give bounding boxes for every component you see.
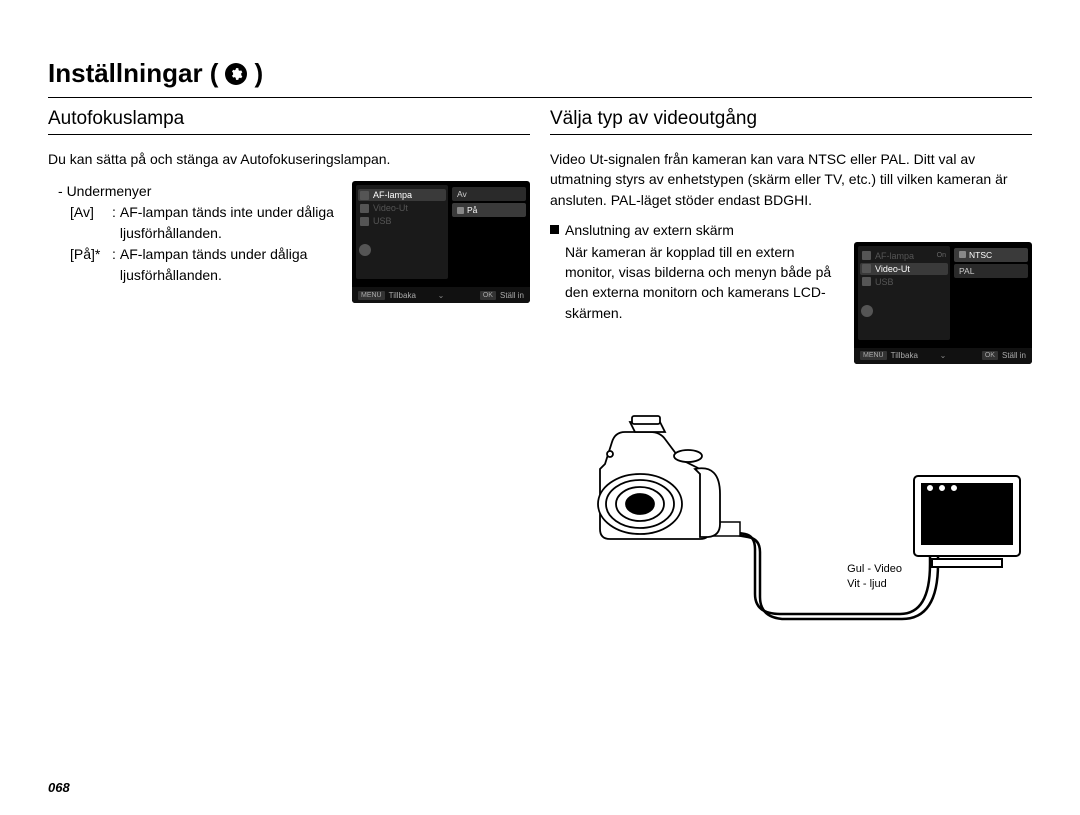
chevron-down-icon: ⌄ bbox=[438, 291, 445, 300]
ext-heading: Anslutning av extern skärm bbox=[550, 222, 1032, 238]
title-close: ) bbox=[254, 58, 263, 89]
connection-diagram: Gul - Video Vit - ljud bbox=[550, 414, 1032, 634]
camera-menu-screenshot-right: AF-lampaOn Video-Ut USB NTSC PAL MENUTil… bbox=[854, 242, 1032, 364]
submenu-block: - Undermenyer [Av] : AF-lampan tänds int… bbox=[48, 181, 338, 286]
square-bullet-icon bbox=[550, 225, 559, 234]
check-icon bbox=[959, 251, 966, 258]
submenu-key: [På]* bbox=[70, 244, 112, 286]
camera-menu-screenshot-left: AF-lampa Video-Ut USB Av På MENUTillbaka… bbox=[352, 181, 530, 303]
left-intro: Du kan sätta på och stänga av Autofokuse… bbox=[48, 149, 530, 169]
yellow-label: Gul - Video bbox=[847, 562, 902, 577]
submenu-item: [Av] : AF-lampan tänds inte under dåliga… bbox=[70, 202, 338, 244]
submenu-desc: AF-lampan tänds under dåliga ljusförhåll… bbox=[120, 244, 338, 286]
left-heading: Autofokuslampa bbox=[48, 108, 530, 135]
right-intro: Video Ut-signalen från kameran kan vara … bbox=[550, 149, 1032, 210]
chevron-down-icon: ⌄ bbox=[940, 351, 947, 360]
gear-icon bbox=[356, 241, 374, 259]
tv-icon bbox=[912, 474, 1022, 574]
submenu-label: Undermenyer bbox=[67, 183, 152, 199]
gear-icon bbox=[858, 302, 876, 320]
page-title: Inställningar ( ) bbox=[48, 58, 1032, 98]
camera-icon bbox=[570, 414, 750, 564]
gear-icon bbox=[225, 63, 247, 85]
cable-labels: Gul - Video Vit - ljud bbox=[847, 562, 902, 593]
white-label: Vit - ljud bbox=[847, 577, 902, 592]
submenu-item: [På]* : AF-lampan tänds under dåliga lju… bbox=[70, 244, 338, 286]
right-heading: Välja typ av videoutgång bbox=[550, 108, 1032, 135]
title-text: Inställningar ( bbox=[48, 58, 218, 89]
page-number: 068 bbox=[48, 780, 70, 795]
left-column: Autofokuslampa Du kan sätta på och stäng… bbox=[48, 108, 530, 634]
ext-body: När kameran är kopplad till en extern mo… bbox=[550, 242, 840, 323]
check-icon bbox=[457, 207, 464, 214]
submenu-key: [Av] bbox=[70, 202, 112, 244]
submenu-desc: AF-lampan tänds inte under dåliga ljusfö… bbox=[120, 202, 338, 244]
right-column: Välja typ av videoutgång Video Ut-signal… bbox=[550, 108, 1032, 634]
